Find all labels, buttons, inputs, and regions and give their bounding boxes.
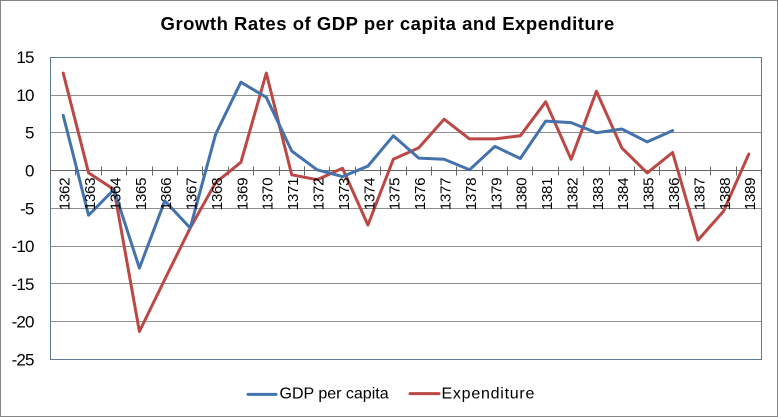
svg-text:1377: 1377 (438, 178, 455, 210)
svg-text:-10: -10 (12, 237, 34, 256)
svg-text:1365: 1365 (133, 178, 150, 210)
svg-text:-20: -20 (12, 313, 34, 332)
svg-text:1382: 1382 (565, 178, 582, 210)
svg-text:1381: 1381 (539, 178, 556, 210)
svg-text:1375: 1375 (387, 178, 404, 210)
svg-text:1370: 1370 (260, 178, 277, 210)
svg-text:1366: 1366 (158, 178, 175, 210)
svg-text:Expenditure: Expenditure (442, 386, 536, 403)
svg-text:GDP per capita: GDP per capita (280, 386, 389, 403)
svg-text:1374: 1374 (361, 178, 378, 210)
svg-text:1385: 1385 (641, 178, 658, 210)
svg-text:1363: 1363 (82, 178, 99, 210)
svg-text:0: 0 (25, 162, 34, 181)
svg-text:15: 15 (16, 48, 34, 67)
svg-text:1388: 1388 (717, 178, 734, 210)
svg-text:10: 10 (16, 86, 34, 105)
svg-text:1367: 1367 (184, 178, 201, 210)
svg-text:-15: -15 (12, 275, 34, 294)
svg-text:1362: 1362 (57, 178, 74, 210)
svg-text:-5: -5 (20, 199, 34, 218)
svg-text:1376: 1376 (412, 178, 429, 210)
svg-text:1378: 1378 (463, 178, 480, 210)
svg-text:1368: 1368 (209, 178, 226, 210)
svg-text:1389: 1389 (742, 178, 759, 210)
svg-text:1386: 1386 (666, 178, 683, 210)
svg-text:1371: 1371 (285, 178, 302, 210)
svg-text:1364: 1364 (107, 178, 124, 210)
svg-text:1384: 1384 (615, 178, 632, 210)
svg-text:-25: -25 (12, 350, 34, 369)
svg-text:5: 5 (25, 124, 34, 143)
svg-text:1380: 1380 (514, 178, 531, 210)
svg-text:1379: 1379 (488, 178, 505, 210)
svg-text:1373: 1373 (336, 178, 353, 210)
svg-text:1372: 1372 (311, 178, 328, 210)
svg-text:1383: 1383 (590, 178, 607, 210)
svg-text:1387: 1387 (691, 178, 708, 210)
svg-text:1369: 1369 (234, 178, 251, 210)
svg-text:Growth Rates of GDP per capita: Growth Rates of GDP per capita and Expen… (161, 13, 615, 34)
